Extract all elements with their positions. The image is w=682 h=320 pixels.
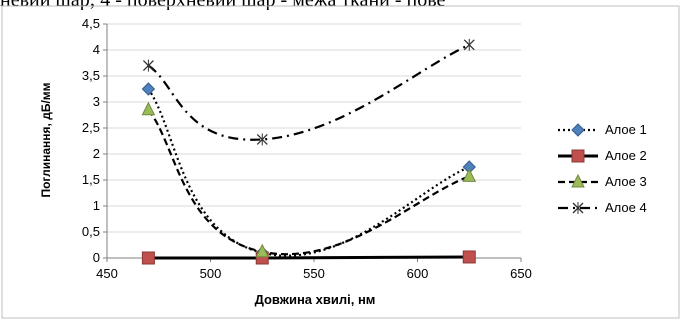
legend-label: Алое 1 bbox=[605, 122, 647, 137]
legend-marker bbox=[571, 123, 585, 137]
data-point-series-4 bbox=[256, 133, 268, 146]
x-tick-label: 650 bbox=[510, 266, 532, 281]
legend-marker bbox=[571, 173, 585, 188]
legend-label: Алое 4 bbox=[605, 200, 647, 215]
y-tick-label: 0,5 bbox=[82, 224, 100, 239]
legend-label: Алое 2 bbox=[605, 148, 647, 163]
x-tick-label: 450 bbox=[96, 266, 118, 281]
chart-border bbox=[1, 5, 680, 319]
x-axis-label: Довжина хвилі, нм bbox=[255, 292, 376, 307]
legend-label: Алое 3 bbox=[605, 174, 647, 189]
data-point-series-3 bbox=[141, 101, 156, 116]
y-tick-label: 4 bbox=[93, 42, 100, 57]
series-line-2 bbox=[148, 255, 470, 260]
series-line-3 bbox=[147, 109, 470, 256]
y-tick-label: 1,5 bbox=[82, 172, 100, 187]
y-tick-label: 4,5 bbox=[82, 16, 100, 31]
series-line-4 bbox=[147, 43, 470, 141]
tick-labels: 0 0,5 1 1,5 2 2,5 3 3,5 4 4,5 450 500 550 600 650 bbox=[82, 16, 532, 281]
gridlines bbox=[107, 23, 521, 233]
data-point-series-3 bbox=[462, 168, 477, 182]
x-tick-label: 500 bbox=[200, 266, 222, 281]
y-tick-label: 2,5 bbox=[82, 120, 100, 135]
legend-marker bbox=[572, 202, 584, 214]
y-axis-label: Поглинання, дБ/мм bbox=[39, 82, 53, 197]
series-layer bbox=[141, 38, 477, 265]
x-tick-label: 600 bbox=[407, 266, 429, 281]
legend-marker bbox=[571, 149, 585, 163]
y-tick-label: 0 bbox=[93, 250, 100, 265]
data-point-series-2 bbox=[462, 250, 476, 264]
data-point-series-2 bbox=[141, 251, 155, 265]
y-tick-label: 1 bbox=[93, 198, 100, 213]
data-point-series-1 bbox=[141, 82, 156, 96]
data-point-series-3 bbox=[255, 243, 270, 258]
y-tick-label: 2 bbox=[93, 146, 100, 161]
series-line-1 bbox=[147, 88, 470, 257]
data-point-series-4 bbox=[142, 59, 154, 72]
legend: Алое 1 Алое 2 Алое 3 Алое 4 bbox=[558, 122, 647, 215]
y-tick-label: 3 bbox=[93, 94, 100, 109]
data-point-series-4 bbox=[463, 38, 475, 51]
y-tick-label: 3,5 bbox=[82, 68, 100, 83]
caption-fragment: невий шар; 4 - поверхневий шар - межа тк… bbox=[0, 0, 682, 10]
x-tick-label: 550 bbox=[303, 266, 325, 281]
